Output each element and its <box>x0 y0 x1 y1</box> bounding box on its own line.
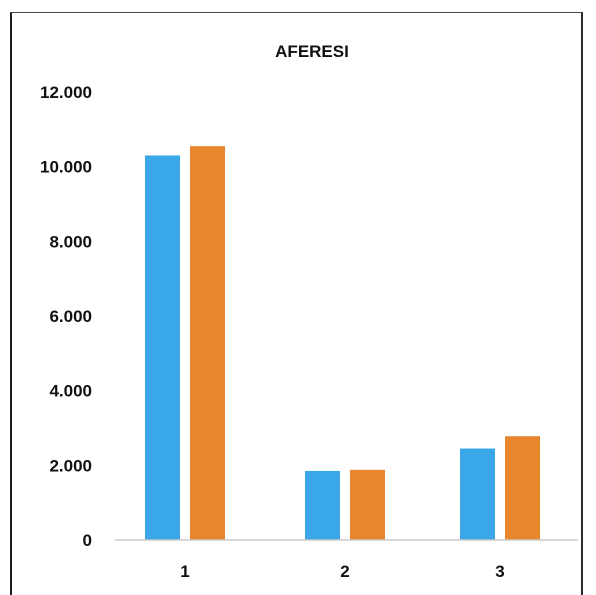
bar-series-1-category-1 <box>145 155 180 540</box>
x-tick-label: 3 <box>495 562 504 581</box>
chart-title: AFERESI <box>275 42 349 61</box>
y-tick-label: 4.000 <box>49 382 92 401</box>
bar-series-2-category-3 <box>505 436 540 540</box>
bar-series-2-category-2 <box>350 469 385 540</box>
y-tick-label: 10.000 <box>40 158 92 177</box>
x-tick-label: 2 <box>340 562 349 581</box>
bar-series-2-category-1 <box>190 146 225 540</box>
y-tick-label: 6.000 <box>49 307 92 326</box>
y-tick-label: 8.000 <box>49 232 92 251</box>
y-axis-ticks: 0 2.000 4.000 6.000 8.000 10.000 12.000 <box>40 83 92 550</box>
bar-series-1-category-3 <box>460 448 495 540</box>
bar-series-1-category-2 <box>305 470 340 540</box>
x-axis-ticks: 1 2 3 <box>180 562 504 581</box>
y-tick-label: 12.000 <box>40 83 92 102</box>
bars <box>145 146 540 540</box>
y-tick-label: 0 <box>83 531 92 550</box>
x-tick-label: 1 <box>180 562 189 581</box>
y-tick-label: 2.000 <box>49 456 92 475</box>
